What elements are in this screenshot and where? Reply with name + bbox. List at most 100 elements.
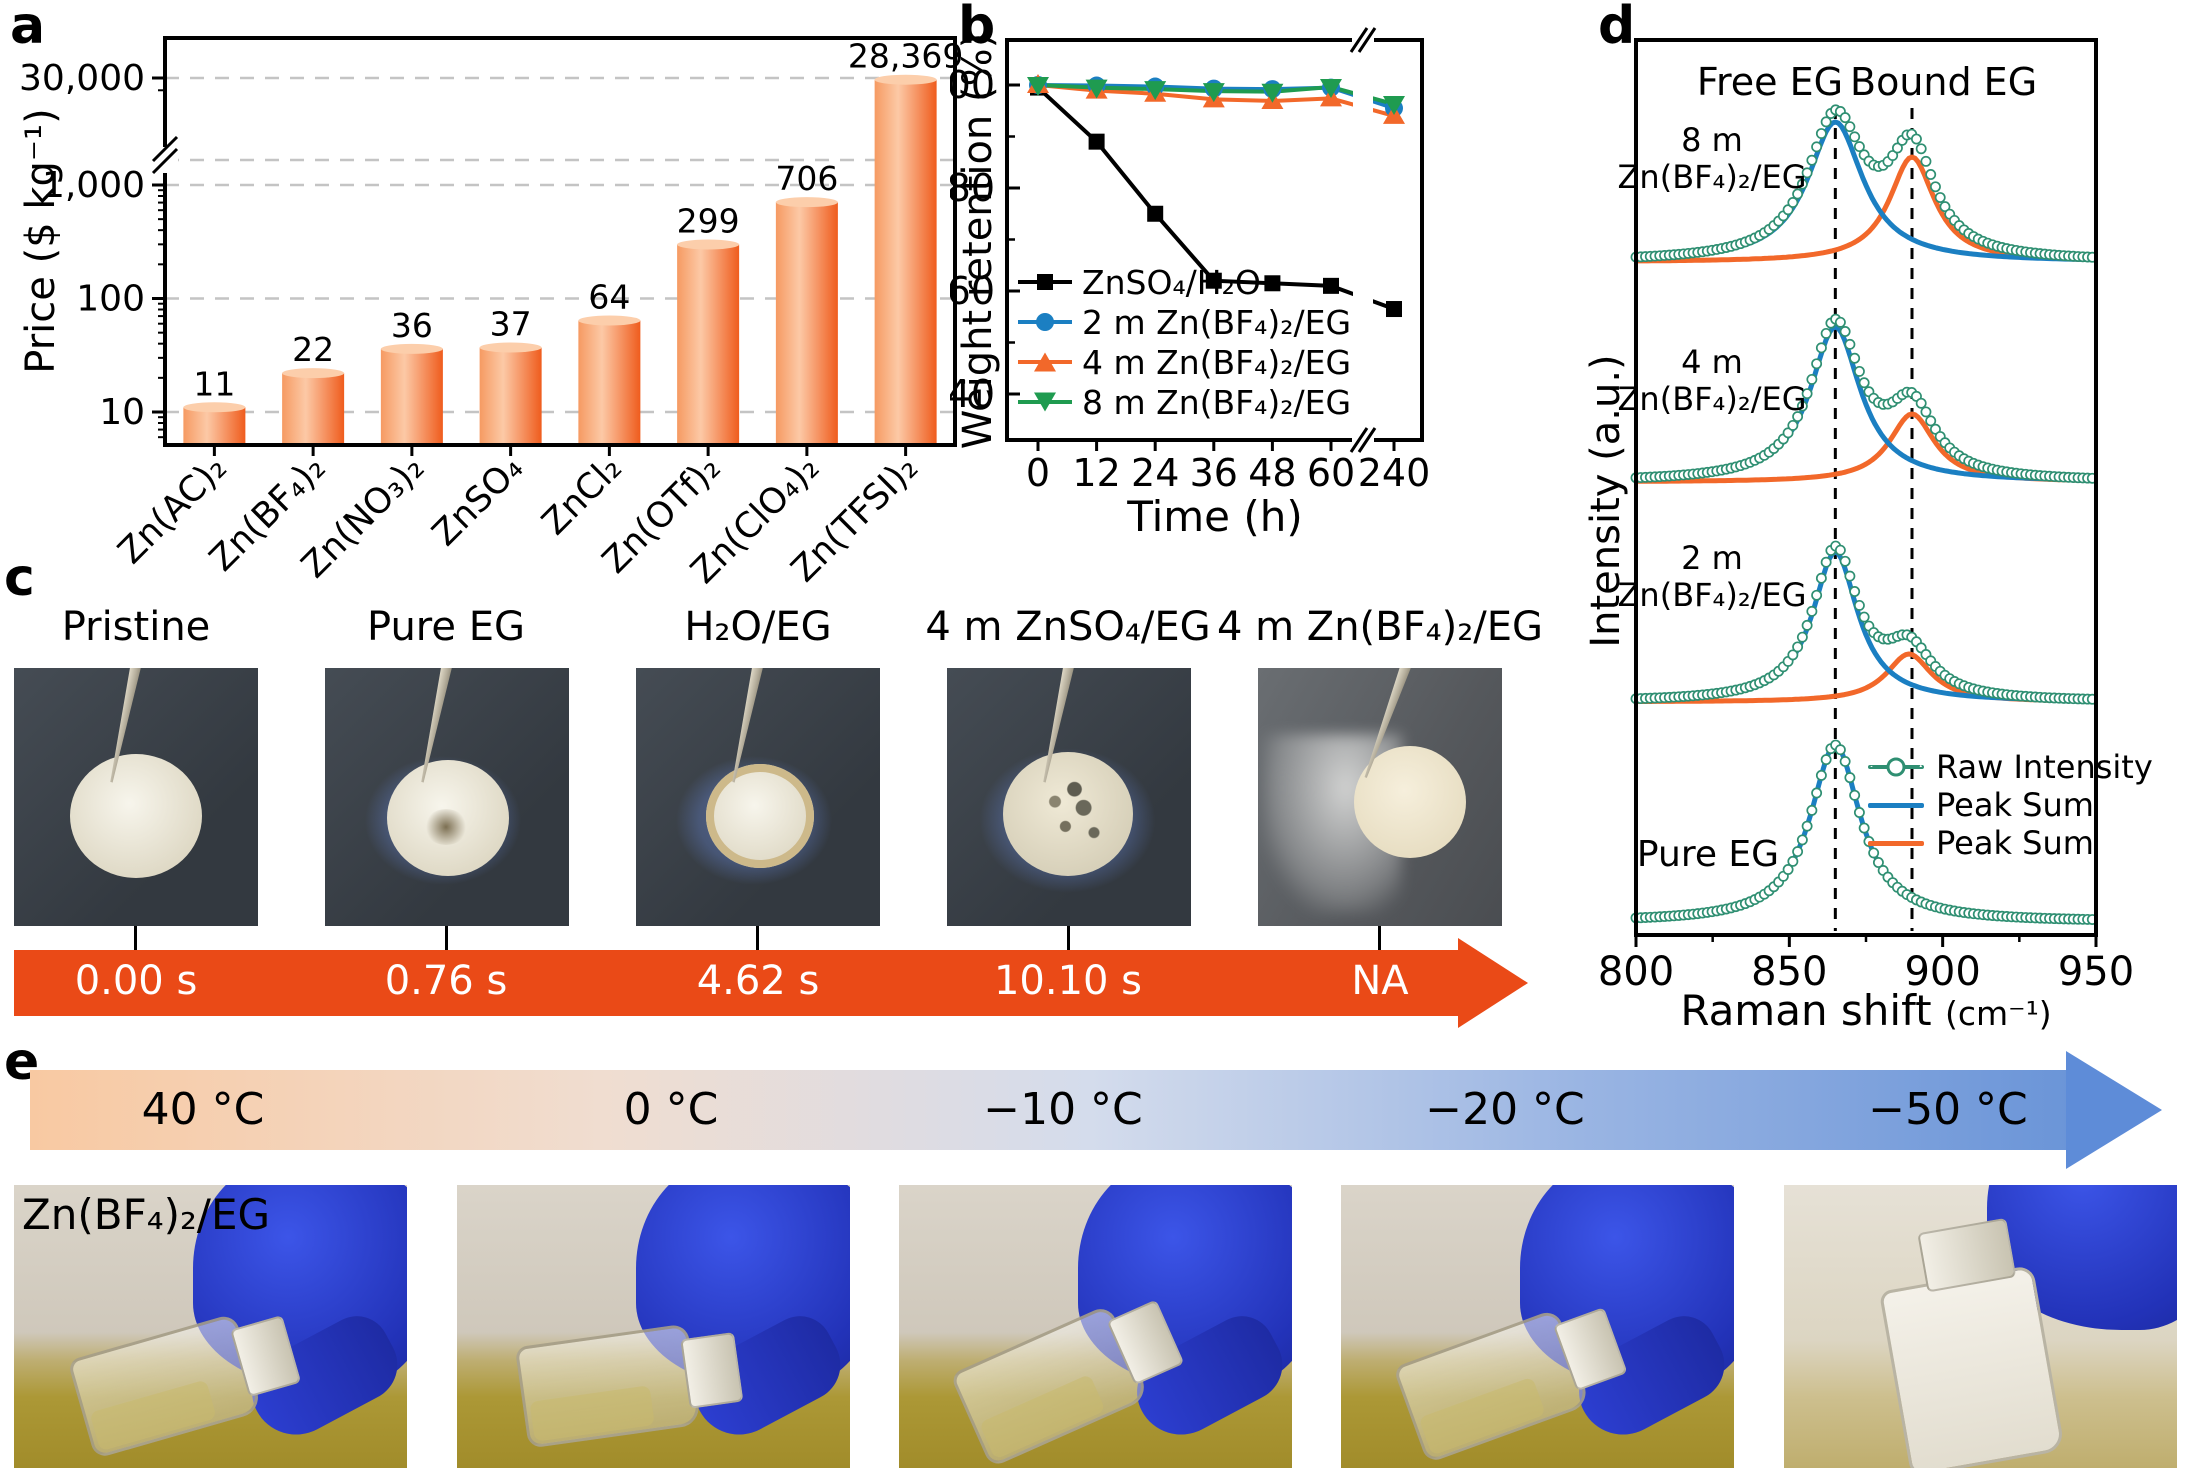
photo-vial-0c	[457, 1185, 850, 1468]
svg-text:0: 0	[1026, 451, 1050, 495]
burn-time-arrow-head	[1458, 938, 1528, 1028]
legend-item-peak-sum-blue: Peak Sum	[1868, 786, 2153, 824]
svg-text:900: 900	[1904, 949, 1980, 995]
photo-label-pure-eg: Pure EG	[367, 604, 525, 650]
legend-label: ZnSO₄/H₂O	[1082, 262, 1261, 302]
svg-text:10: 10	[99, 392, 145, 433]
blue-circle-marker-icon	[1018, 311, 1072, 333]
panel-a-letter: a	[10, 0, 46, 56]
temperature-arrow-head	[2066, 1051, 2162, 1169]
svg-text:100: 100	[76, 279, 145, 320]
panel-b-letter: b	[958, 0, 996, 56]
svg-text:240: 240	[1358, 451, 1431, 495]
electrolyte-liquid	[89, 1379, 217, 1452]
photo-vial-40c	[14, 1185, 407, 1468]
panel-d-letter: d	[1598, 0, 1636, 56]
svg-text:299: 299	[677, 202, 740, 241]
photo-label-pristine: Pristine	[61, 604, 211, 650]
connector-tick	[756, 926, 759, 954]
connector-tick	[1378, 926, 1381, 954]
panel-b-x-axis-label: Time (h)	[1127, 492, 1303, 541]
spectrum-label-4m: 4 m Zn(BF₄)₂/EG	[1617, 343, 1807, 418]
separator-disc	[387, 760, 509, 876]
photo-label-znbf42-eg: 4 m Zn(BF₄)₂/EG	[1216, 604, 1544, 650]
sample-label: Zn(BF₄)₂/EG	[22, 1190, 271, 1239]
svg-text:ZnCl₂: ZnCl₂	[535, 448, 630, 543]
panel-b-legend: ZnSO₄/H₂O 2 m Zn(BF₄)₂/EG 4 m Zn(BF₄)₂/E…	[1018, 262, 1351, 422]
photo-flame-pristine	[14, 668, 258, 926]
blue-line-marker-icon	[1868, 795, 1924, 815]
svg-text:850: 850	[1751, 949, 1827, 995]
vial-cap	[680, 1331, 744, 1409]
weight-retention-line-chart: 40608010001224364860240	[950, 27, 1431, 495]
svg-text:1,000: 1,000	[42, 165, 145, 206]
spectrum-label-2m: 2 m Zn(BF₄)₂/EG	[1617, 539, 1807, 614]
connector-tick	[1067, 926, 1070, 954]
svg-text:28,369: 28,369	[848, 37, 963, 76]
electrolyte-liquid	[978, 1373, 1106, 1460]
orange-triangle-marker-icon	[1018, 351, 1072, 373]
photo-label-znso4-eg: 4 m ZnSO₄/EG	[925, 604, 1211, 650]
svg-text:800: 800	[1598, 949, 1674, 995]
svg-text:60: 60	[1307, 451, 1355, 495]
temperature-m20c: −20 °C	[1425, 1084, 1585, 1135]
legend-item-znso4-h2o: ZnSO₄/H₂O	[1018, 262, 1351, 302]
svg-text:100: 100	[950, 63, 995, 107]
temperature-m10c: −10 °C	[983, 1084, 1143, 1135]
burn-time-4: NA	[1351, 958, 1409, 1004]
separator-disc	[1003, 752, 1133, 876]
legend-item-2m: 2 m Zn(BF₄)₂/EG	[1018, 302, 1351, 342]
svg-text:36: 36	[391, 306, 433, 345]
photo-flame-h2o-eg	[636, 668, 880, 926]
vial-cap	[1917, 1217, 2017, 1293]
burn-time-3: 10.10 s	[993, 958, 1143, 1004]
raman-spectra-chart: 800 850 900 950	[1598, 38, 2134, 995]
separator-disc	[70, 754, 202, 878]
temperature-0c: 0 °C	[623, 1084, 719, 1135]
orange-line-marker-icon	[1868, 833, 1924, 853]
svg-text:11: 11	[193, 364, 235, 403]
separator-disc	[1354, 746, 1466, 858]
svg-text:40: 40	[950, 372, 995, 416]
photo-flame-pure-eg	[325, 668, 569, 926]
vial	[949, 1299, 1185, 1468]
connector-tick	[445, 926, 448, 954]
panel-d-legend: Raw Intensity Peak Sum Peak Sum	[1868, 748, 2153, 862]
temperature-40c: 40 °C	[141, 1084, 265, 1135]
svg-text:22: 22	[292, 330, 334, 369]
legend-label: 4 m Zn(BF₄)₂/EG	[1082, 342, 1352, 382]
vial	[1392, 1307, 1628, 1464]
photo-vial-m50c	[1784, 1185, 2177, 1468]
svg-text:48: 48	[1248, 451, 1296, 495]
legend-item-peak-sum-orange: Peak Sum	[1868, 824, 2153, 862]
panel-d-x-axis-label: Raman shift (cm⁻¹)	[1680, 986, 2052, 1035]
svg-text:80: 80	[950, 166, 995, 210]
svg-text:24: 24	[1131, 451, 1179, 495]
photo-flame-znso4-eg	[947, 668, 1191, 926]
panel-c-letter: c	[4, 548, 35, 608]
electrolyte-liquid	[1418, 1376, 1546, 1456]
svg-text:12: 12	[1072, 451, 1120, 495]
price-bar-chart: 11 22 36 37 64 299 706 28,369 10 100 1,000 30,000 Zn…	[19, 36, 963, 592]
svg-text:37: 37	[490, 305, 532, 344]
separator-disc	[706, 764, 814, 868]
annotation-free-eg: Free EG	[1696, 60, 1844, 104]
connector-tick	[134, 926, 137, 954]
burn-time-0: 0.00 s	[74, 958, 198, 1004]
svg-text:36: 36	[1190, 451, 1238, 495]
black-square-marker-icon	[1018, 271, 1072, 293]
legend-item-8m: 8 m Zn(BF₄)₂/EG	[1018, 382, 1351, 422]
vial	[67, 1312, 302, 1460]
legend-label: 8 m Zn(BF₄)₂/EG	[1082, 382, 1352, 422]
photo-label-h2o-eg: H₂O/EG	[684, 604, 832, 650]
vial	[1878, 1217, 2066, 1468]
green-triangle-down-marker-icon	[1018, 391, 1072, 413]
raw-intensity-marker-icon	[1868, 757, 1924, 777]
svg-text:30,000: 30,000	[19, 58, 145, 99]
spectrum-label-pure-eg: Pure EG	[1636, 834, 1780, 875]
legend-item-4m: 4 m Zn(BF₄)₂/EG	[1018, 342, 1351, 382]
photo-vial-m10c	[899, 1185, 1292, 1468]
svg-text:ZnSO₄: ZnSO₄	[425, 448, 531, 554]
legend-label: 2 m Zn(BF₄)₂/EG	[1082, 302, 1352, 342]
